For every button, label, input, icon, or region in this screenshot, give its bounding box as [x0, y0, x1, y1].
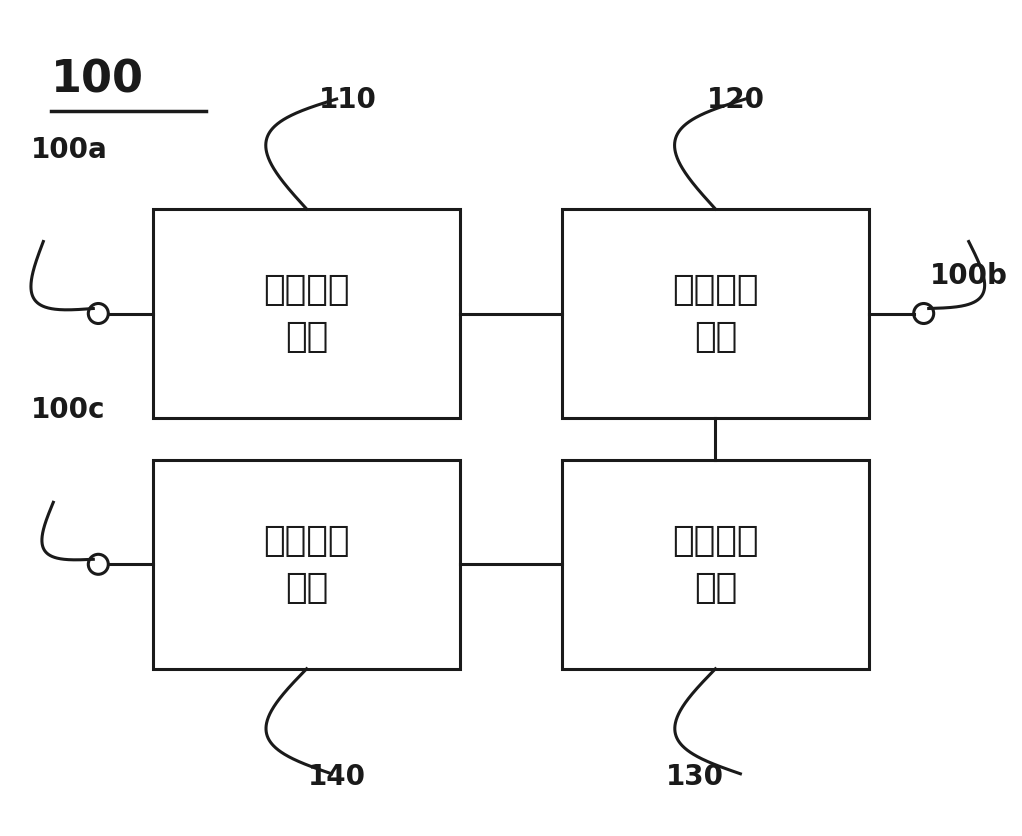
Text: 100b: 100b [930, 262, 1008, 290]
Text: 100: 100 [51, 59, 144, 101]
Text: 120: 120 [707, 86, 764, 115]
Text: 140: 140 [309, 763, 366, 792]
Text: 100c: 100c [31, 395, 105, 424]
Bar [153, 209, 460, 418]
Text: 110: 110 [319, 86, 376, 115]
Bar [562, 209, 869, 418]
Text: 第二滤波
模块: 第二滤波 模块 [672, 523, 758, 605]
Text: 第一滤波
模块: 第一滤波 模块 [264, 273, 350, 354]
Text: 130: 130 [666, 763, 724, 792]
Text: 100a: 100a [31, 136, 107, 165]
Text: 第二转换
模块: 第二转换 模块 [264, 523, 350, 605]
Bar [153, 460, 460, 669]
Text: 第一转换
模块: 第一转换 模块 [672, 273, 758, 354]
Bar [562, 460, 869, 669]
